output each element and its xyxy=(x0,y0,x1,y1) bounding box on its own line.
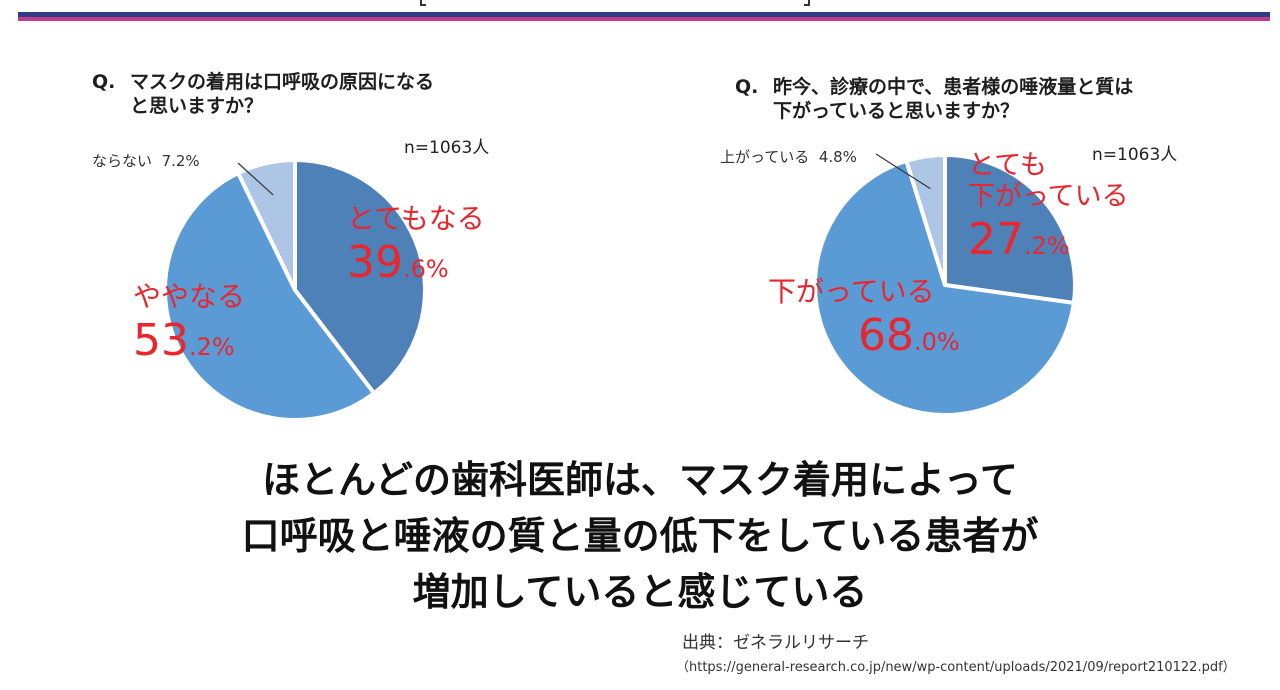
conclusion-text: ほとんどの歯科医師は、マスク着用によって 口呼吸と唾液の質と量の低下をしている患… xyxy=(0,452,1280,620)
slice-name-line-1: とても xyxy=(968,150,1047,181)
source-url: （https://general-research.co.jp/new/wp-c… xyxy=(676,660,1236,675)
question-left: Q. マスクの着用は口呼吸の原因になる と思いますか？ xyxy=(92,70,434,118)
header-fragment xyxy=(420,0,810,8)
slice-label-agatteiru: 上がっている 4.8% xyxy=(720,146,857,167)
slice-label-totemo-sagatteiru: とても 下がっている 27.2% xyxy=(968,150,1129,262)
slice-name: ややなる xyxy=(133,280,246,313)
pie-slice-1 xyxy=(163,170,377,422)
slice-name: 上がっている xyxy=(720,148,810,166)
pie-slice-0 xyxy=(293,157,427,397)
conclusion-line-3: 増加していると感じている xyxy=(412,570,868,614)
sample-size-right: n=1063人 xyxy=(1092,145,1178,165)
question-line-2: 下がっていると思いますか？ xyxy=(773,100,1020,122)
conclusion-line-2: 口呼吸と唾液の質と量の低下をしている患者が xyxy=(241,514,1039,558)
leader-line xyxy=(875,153,931,190)
question-right: Q. 昨今、診療の中で、患者様の唾液量と質は 下がっていると思いますか？ xyxy=(735,75,1133,123)
source-label: 出典：ゼネラルリサーチ xyxy=(682,633,869,653)
slice-label-naranai: ならない 7.2% xyxy=(92,150,200,171)
slice-value-dec: .0% xyxy=(914,328,960,356)
slice-name: ならない xyxy=(92,152,153,170)
slice-value-int: 53 xyxy=(133,315,189,366)
leader-line xyxy=(237,162,274,196)
slice-name: とてもなる xyxy=(347,202,485,235)
slice-label-sagatteiru: 下がっている 68.0% xyxy=(768,278,960,358)
conclusion-line-1: ほとんどの歯科医師は、マスク着用によって xyxy=(262,458,1018,502)
slice-name-line-2: 下がっている xyxy=(968,181,1129,212)
slice-value-dec: .2% xyxy=(189,333,235,361)
question-line-2: と思いますか？ xyxy=(130,95,264,117)
slice-value: 4.8% xyxy=(818,148,857,166)
question-prefix: Q. xyxy=(92,71,116,93)
slice-value-int: 39 xyxy=(347,237,403,288)
pie-slice-0 xyxy=(943,152,1077,306)
slice-name: 下がっている xyxy=(768,275,935,308)
slice-value: 7.2% xyxy=(161,152,200,170)
question-prefix: Q. xyxy=(735,76,759,98)
top-accent-bar xyxy=(18,12,1270,21)
pie-chart-left xyxy=(163,157,427,422)
slice-value-int: 27 xyxy=(968,214,1024,265)
question-line-1: 昨今、診療の中で、患者様の唾液量と質は xyxy=(773,76,1134,98)
pie-slice-2 xyxy=(903,152,947,286)
pie-slice-1 xyxy=(813,158,1077,417)
pie-chart-right xyxy=(813,152,1077,417)
slice-label-totemonaru: とてもなる 39.6% xyxy=(347,205,485,285)
pie-slice-2 xyxy=(235,157,297,291)
question-line-1: マスクの着用は口呼吸の原因になる xyxy=(130,71,435,93)
slice-value-int: 68 xyxy=(858,310,914,361)
slice-value-dec: .6% xyxy=(403,255,449,283)
sample-size-left: n=1063人 xyxy=(404,138,490,158)
slice-label-yayanaru: ややなる 53.2% xyxy=(133,283,245,363)
slice-value-dec: .2% xyxy=(1024,232,1070,260)
